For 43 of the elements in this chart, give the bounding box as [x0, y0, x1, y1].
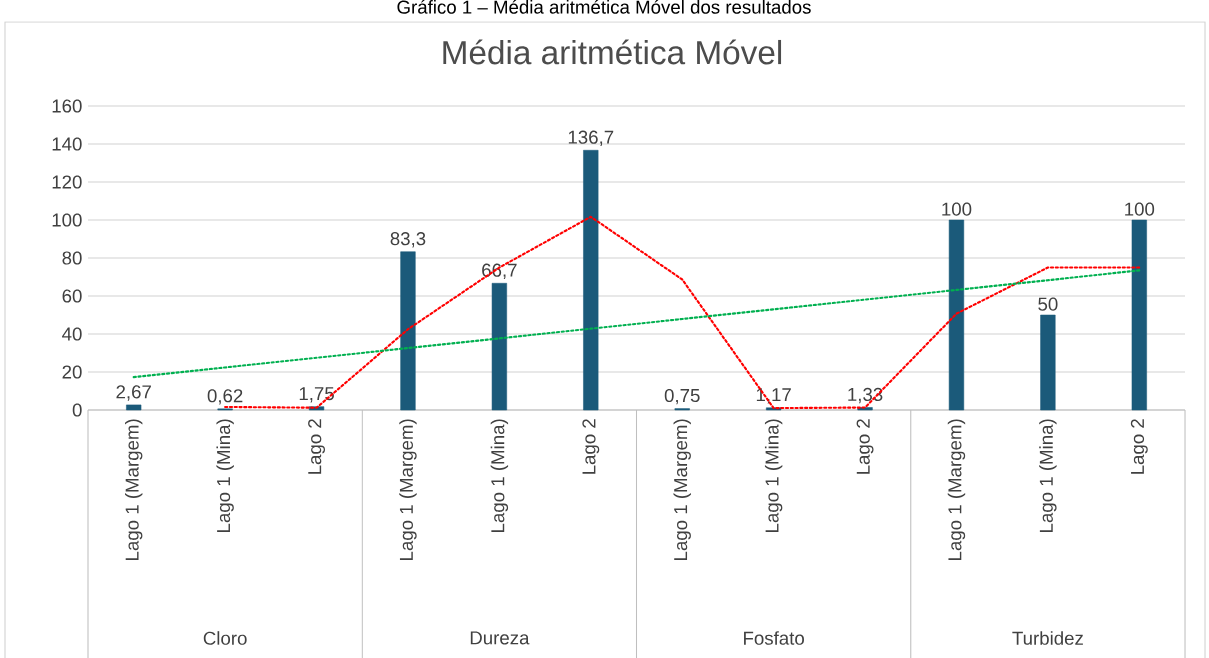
bar: [948, 219, 965, 411]
x-tick-label: Lago 1 (Margem): [399, 419, 417, 560]
x-tick-label: Lago 2: [308, 419, 325, 474]
x-tick-label: Lago 1 (Mina): [764, 419, 783, 532]
bar: [1131, 219, 1147, 411]
data-label: 100: [942, 202, 972, 216]
data-label: 0,62: [207, 389, 243, 405]
bar: [126, 404, 142, 411]
x-tick-label: Lago 2: [856, 419, 874, 474]
text: Cloro: [203, 631, 247, 645]
bar: [1040, 314, 1056, 411]
data-label: 0,75: [664, 388, 700, 405]
chart-title: Média aritmética Móvel: [443, 39, 782, 65]
y-tick-label: 120: [52, 175, 82, 189]
y-tick-label: 160: [52, 99, 82, 113]
x-tick-label: Lago 1 (Mina): [1039, 419, 1057, 532]
data-label: 136,7: [568, 130, 614, 147]
bar: [491, 283, 507, 411]
y-tick-label: 40: [62, 327, 82, 341]
y-tick-label: 0: [72, 403, 82, 417]
text: Fosfato: [744, 631, 804, 645]
y-tick-label: 140: [52, 137, 82, 151]
data-label: 100: [1125, 202, 1155, 216]
data-label: 2,67: [116, 385, 151, 401]
text: Turbidez: [1012, 631, 1083, 645]
x-tick-label: Lago 1 (Margem): [947, 419, 966, 560]
x-tick-label: Lago 1 (Mina): [490, 419, 509, 532]
x-tick-label: Lago 1 (Mina): [216, 419, 234, 532]
y-tick-label: 60: [62, 289, 82, 303]
data-label: 83,3: [390, 232, 426, 248]
y-tick-label: 20: [62, 365, 82, 379]
x-tick-label: Lago 2: [1130, 419, 1148, 474]
x-tick-label: Lago 2: [582, 419, 600, 474]
text: Dureza: [470, 631, 530, 645]
y-tick-label: 80: [62, 251, 82, 265]
data-label: 50: [1038, 297, 1058, 311]
x-tick-label: Lago 1 (Margem): [125, 419, 143, 560]
bar: [583, 150, 599, 411]
data-label: 1,75: [299, 387, 334, 403]
x-tick-label: Lago 1 (Margem): [673, 419, 691, 560]
bar: [400, 251, 416, 411]
y-tick-label: 100: [52, 213, 82, 227]
text: Gráfico 1 – Média aritmética Móvel dos resultados: [397, 0, 811, 14]
